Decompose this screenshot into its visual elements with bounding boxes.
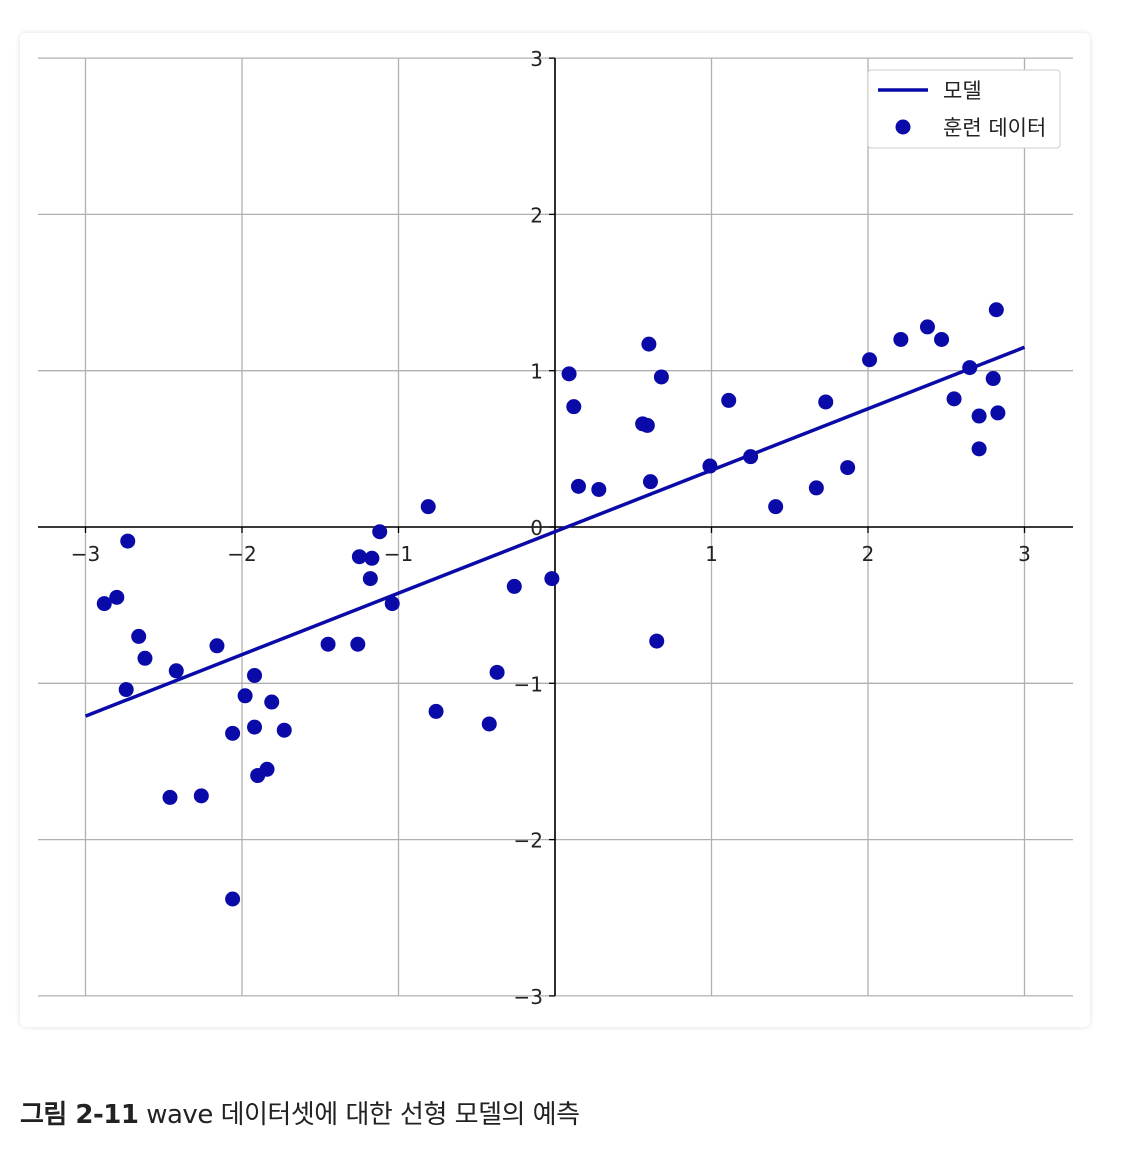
training-data-point [990, 405, 1006, 421]
y-tick-label: 1 [530, 360, 543, 384]
tick-labels: −3 −2 −1 1 2 3 −3 −2 −1 0 1 2 3 [71, 47, 1031, 1009]
training-data-point [988, 302, 1004, 318]
training-data-point [118, 682, 134, 698]
training-data-point [120, 533, 136, 549]
training-data-point [702, 458, 718, 474]
training-data-point [649, 633, 665, 649]
training-points-layer [96, 302, 1006, 907]
figure-caption: 그림 2-11 wave 데이터셋에 대한 선형 모델의 예측 [20, 1094, 580, 1131]
y-tick-label: −2 [514, 829, 543, 853]
training-data-point [384, 596, 400, 612]
training-data-point [893, 331, 909, 347]
training-data-point [264, 694, 280, 710]
training-data-point [168, 663, 184, 679]
caption-text: wave 데이터셋에 대한 선형 모델의 예측 [138, 1100, 580, 1130]
model-line [84, 345, 1026, 718]
training-data-point [225, 725, 241, 741]
scatter-plot: −3 −2 −1 1 2 3 −3 −2 −1 0 1 2 3 모델 훈련 데이터 [38, 47, 1073, 1009]
training-data-point [276, 722, 292, 738]
training-data-point [137, 650, 153, 666]
training-data-point [481, 716, 497, 732]
training-data-point [721, 392, 737, 408]
training-data-point [591, 481, 607, 497]
training-data-point [109, 589, 125, 605]
training-data-point [131, 628, 147, 644]
caption-label: 그림 2-11 [20, 1100, 139, 1130]
training-data-point [641, 336, 657, 352]
y-tick-label: −3 [514, 985, 543, 1009]
training-data-point [193, 788, 209, 804]
training-data-point [351, 549, 367, 565]
training-data-point [96, 596, 112, 612]
x-tick-label: −1 [384, 542, 413, 566]
training-data-point [428, 703, 444, 719]
training-data-point [653, 369, 669, 385]
training-data-point [372, 524, 388, 540]
x-tick-label: 3 [1018, 542, 1031, 566]
training-data-point [642, 474, 658, 490]
training-data-point [544, 571, 560, 587]
training-data-point [971, 408, 987, 424]
training-data-point [962, 360, 978, 376]
x-tick-label: −2 [227, 542, 256, 566]
training-data-point [566, 399, 582, 415]
model-line-layer [84, 345, 1026, 718]
y-tick-label: 0 [530, 516, 543, 540]
training-data-point [971, 441, 987, 457]
y-tick-label: 2 [530, 203, 543, 227]
training-data-point [919, 319, 935, 335]
training-data-point [259, 761, 275, 777]
training-data-point [225, 891, 241, 907]
training-data-point [247, 719, 263, 735]
y-tick-label: 3 [530, 47, 543, 71]
training-data-point [489, 664, 505, 680]
legend-point-swatch [895, 119, 911, 135]
training-data-point [946, 391, 962, 407]
training-data-point [162, 789, 178, 805]
training-data-point [209, 638, 225, 654]
y-tick-label: −1 [514, 672, 543, 696]
legend-label-model: 모델 [943, 79, 982, 103]
training-data-point [561, 366, 577, 382]
training-data-point [743, 449, 759, 465]
training-data-point [639, 417, 655, 433]
training-data-point [247, 667, 263, 683]
training-data-point [350, 636, 366, 652]
training-data-point [808, 480, 824, 496]
x-tick-label: −3 [71, 542, 100, 566]
x-tick-label: 1 [705, 542, 718, 566]
training-data-point [237, 688, 253, 704]
training-data-point [934, 331, 950, 347]
training-data-point [818, 394, 834, 410]
training-data-point [364, 550, 380, 566]
training-data-point [420, 499, 436, 515]
training-data-point [362, 571, 378, 587]
training-data-point [320, 636, 336, 652]
x-tick-label: 2 [862, 542, 875, 566]
training-data-point [840, 460, 856, 476]
training-data-point [768, 499, 784, 515]
training-data-point [862, 352, 878, 368]
training-data-point [570, 478, 586, 494]
legend-label-training-data: 훈련 데이터 [943, 116, 1046, 140]
training-data-point [506, 578, 522, 594]
legend: 모델 훈련 데이터 [867, 69, 1061, 149]
training-data-point [985, 371, 1001, 387]
